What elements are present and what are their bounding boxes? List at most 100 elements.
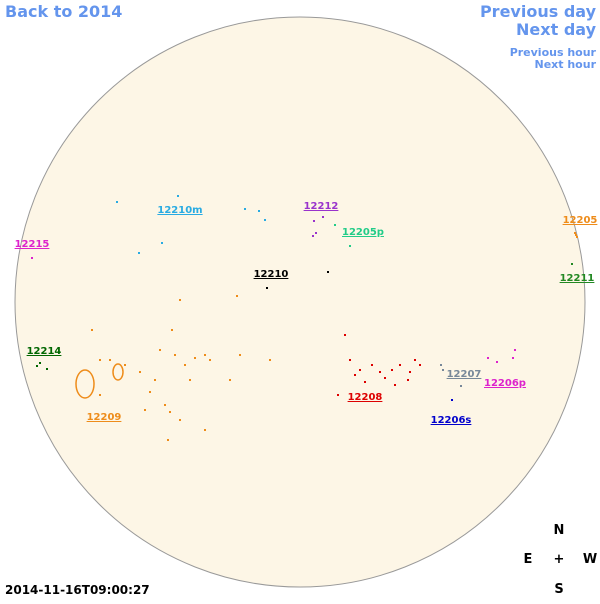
sunspot: [204, 429, 206, 431]
sunspot: [391, 369, 393, 371]
sunspot: [264, 219, 266, 221]
sunspot: [327, 271, 329, 273]
sunspot: [39, 362, 41, 364]
region-label[interactable]: 12215: [15, 239, 50, 250]
timestamp: 2014-11-16T09:00:27: [5, 583, 150, 597]
sunspot: [244, 208, 246, 210]
region-label[interactable]: 12210: [254, 269, 289, 280]
sunspot: [344, 334, 346, 336]
sunspot: [487, 357, 489, 359]
region-label[interactable]: 12212: [304, 201, 339, 212]
sunspot: [574, 232, 576, 234]
sunspot: [144, 409, 146, 411]
sunspot: [349, 245, 351, 247]
sunspot: [514, 349, 516, 351]
sunspot: [337, 394, 339, 396]
previous-hour-link[interactable]: Previous hour: [510, 46, 597, 59]
previous-day-link[interactable]: Previous day: [480, 2, 597, 21]
sunspot: [164, 404, 166, 406]
sunspot: [414, 359, 416, 361]
sunspot: [364, 381, 366, 383]
compass-south: S: [554, 582, 563, 597]
region-label[interactable]: 12207: [447, 369, 482, 380]
sunspot: [266, 287, 268, 289]
sunspot: [179, 299, 181, 301]
sunspot: [451, 399, 453, 401]
sunspot: [322, 216, 324, 218]
compass-north: N: [554, 523, 565, 538]
sunspot: [313, 220, 315, 222]
sunspot: [99, 359, 101, 361]
sunspot: [258, 210, 260, 212]
sunspot: [46, 368, 48, 370]
sunspot: [171, 329, 173, 331]
sunspot: [174, 354, 176, 356]
sunspot: [184, 364, 186, 366]
sunspot: [169, 411, 171, 413]
sunspot: [36, 365, 38, 367]
sunspot: [399, 364, 401, 366]
sunspot: [407, 379, 409, 381]
sunspot: [496, 361, 498, 363]
sunspot: [229, 379, 231, 381]
sunspot: [99, 394, 101, 396]
next-day-link[interactable]: Next day: [516, 20, 597, 39]
sunspot: [109, 359, 111, 361]
sunspot: [379, 371, 381, 373]
region-label[interactable]: 12211: [560, 273, 595, 284]
sunspot: [394, 384, 396, 386]
sunspot: [91, 329, 93, 331]
sunspot: [161, 242, 163, 244]
sunspot: [236, 295, 238, 297]
sunspot: [159, 349, 161, 351]
sunspot: [315, 232, 317, 234]
region-label[interactable]: 12206p: [484, 378, 526, 389]
region-label[interactable]: 12206s: [431, 415, 472, 426]
sunspot: [189, 379, 191, 381]
back-link[interactable]: Back to 2014: [5, 2, 122, 21]
sunspot: [384, 377, 386, 379]
sunspot: [440, 364, 442, 366]
sunspot: [167, 439, 169, 441]
sunspot: [209, 359, 211, 361]
sunspot: [239, 354, 241, 356]
sunspot: [334, 224, 336, 226]
region-label[interactable]: 12210m: [157, 205, 202, 216]
sunspot: [371, 364, 373, 366]
sunspot: [116, 201, 118, 203]
sunspot: [359, 369, 361, 371]
region-label[interactable]: 12208: [348, 392, 383, 403]
sunspot: [419, 364, 421, 366]
sunspot: [442, 369, 444, 371]
region-label[interactable]: 12205: [563, 215, 598, 226]
sunspot: [571, 263, 573, 265]
sunspot: [575, 234, 577, 236]
sunspot-outline: [112, 363, 124, 381]
sunspot: [138, 252, 140, 254]
region-label[interactable]: 12205p: [342, 227, 384, 238]
sunspot: [149, 391, 151, 393]
compass-center: +: [554, 552, 565, 567]
sunspot: [312, 235, 314, 237]
compass-east: E: [524, 552, 533, 567]
sunspot: [576, 236, 578, 238]
sunspot-outline: [75, 369, 95, 399]
compass-west: W: [583, 552, 597, 567]
sunspot: [194, 357, 196, 359]
next-hour-link[interactable]: Next hour: [535, 58, 597, 71]
sunspot: [31, 257, 33, 259]
sunspot: [179, 419, 181, 421]
region-label[interactable]: 12209: [87, 412, 122, 423]
sunspot: [124, 364, 126, 366]
sunspot: [154, 379, 156, 381]
sunspot: [460, 385, 462, 387]
sunspot: [269, 359, 271, 361]
solar-disk: [14, 16, 586, 588]
sunspot: [177, 195, 179, 197]
sunspot: [204, 354, 206, 356]
sunspot: [512, 357, 514, 359]
sunspot: [354, 374, 356, 376]
region-label[interactable]: 12214: [27, 346, 62, 357]
sunspot: [349, 359, 351, 361]
